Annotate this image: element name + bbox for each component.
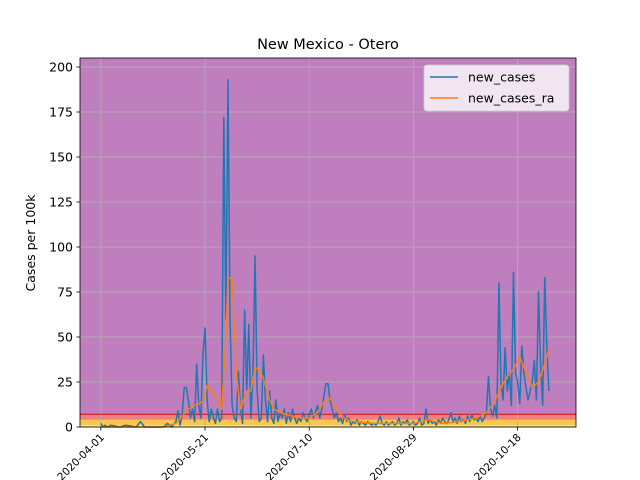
background-band-1: [80, 419, 576, 426]
x-tick-label: 2020-04-01: [55, 432, 107, 480]
y-axis: 0 25 50 75 100 125 150 175 200: [49, 60, 80, 435]
legend-label: new_cases: [468, 70, 535, 85]
background-bands: [80, 58, 576, 427]
plot-frame: [79, 57, 577, 428]
gridlines: [80, 58, 576, 428]
x-tick-label: 2020-10-18: [472, 432, 524, 480]
y-tick-label: 75: [57, 285, 73, 300]
chart-title: New Mexico - Otero: [257, 37, 399, 53]
background-band-0: [80, 425, 576, 427]
x-tick-label: 2020-08-29: [368, 432, 420, 480]
series-line-new_cases: [100, 78, 550, 428]
background-band-2: [80, 414, 576, 420]
y-tick-label: 175: [49, 105, 73, 120]
y-tick-label: 150: [49, 150, 73, 165]
y-tick-label: 200: [49, 60, 73, 75]
y-tick-label: 50: [57, 330, 73, 345]
series-lines: [100, 78, 550, 428]
legend-box: [423, 64, 570, 112]
x-tick-label: 2020-07-10: [264, 432, 316, 480]
legend: new_cases new_cases_ra: [423, 64, 570, 112]
x-axis: 2020-04-01 2020-05-21 2020-07-10 2020-08-29…: [55, 427, 524, 480]
background-band-3: [80, 58, 576, 415]
y-tick-label: 25: [57, 375, 73, 390]
y-tick-label: 125: [49, 195, 73, 210]
y-tick-label: 100: [49, 240, 73, 255]
y-axis-label: Cases per 100k: [23, 194, 38, 292]
y-tick-label: 0: [65, 420, 73, 435]
legend-label: new_cases_ra: [468, 91, 554, 106]
series-line-new_cases_ra: [100, 276, 550, 428]
x-tick-label: 2020-05-21: [160, 432, 212, 480]
